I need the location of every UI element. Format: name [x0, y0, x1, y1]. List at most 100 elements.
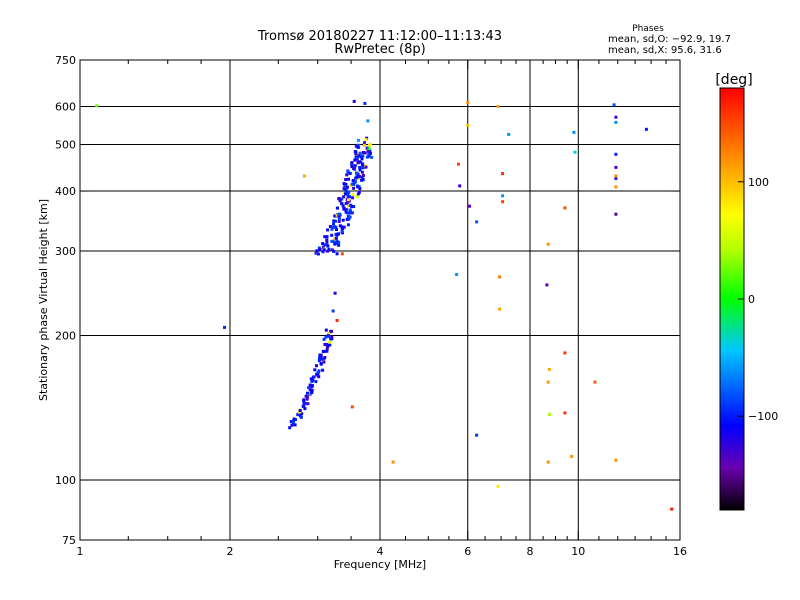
echo-point	[293, 423, 297, 427]
echo-point	[346, 200, 350, 204]
echo-point	[366, 149, 370, 153]
echo-point	[292, 417, 296, 421]
echo-point	[340, 226, 344, 230]
echo-point	[317, 369, 321, 373]
echo-point	[338, 212, 341, 216]
echo-point	[333, 214, 337, 218]
y-axis-tick-labels: 75 100 200 300 400 500 600 750	[55, 54, 76, 547]
echo-point	[644, 127, 648, 131]
echo-point	[336, 206, 339, 210]
echo-point	[325, 347, 329, 351]
echo-point	[360, 175, 364, 179]
echo-point	[563, 411, 567, 415]
echo-point	[546, 460, 550, 464]
echo-point	[308, 388, 312, 391]
echo-point	[345, 211, 349, 215]
echo-point	[327, 247, 331, 251]
echo-point	[354, 155, 358, 159]
echo-point	[348, 195, 351, 199]
echo-point	[341, 218, 345, 222]
grid-lines	[80, 60, 680, 540]
echo-point	[346, 198, 350, 202]
echo-point	[570, 454, 574, 458]
echo-point	[322, 337, 326, 341]
echo-point	[361, 162, 365, 166]
echo-point	[545, 283, 549, 287]
echo-point	[329, 337, 333, 341]
y-tick-label: 600	[55, 101, 76, 114]
echo-point	[475, 433, 479, 437]
echo-point	[353, 150, 357, 154]
echo-point	[354, 180, 357, 184]
echo-point	[342, 225, 346, 229]
echo-point	[326, 228, 330, 232]
echo-point	[346, 204, 350, 208]
echo-point	[498, 275, 502, 279]
echo-point	[323, 243, 327, 247]
echo-point	[346, 169, 350, 173]
echo-point	[614, 176, 618, 180]
echo-point	[612, 103, 616, 107]
echo-point	[593, 380, 597, 384]
echo-point	[333, 242, 337, 246]
echo-point	[326, 334, 330, 337]
legend-x-mode-stats: mean, sd,X: 95.6, 31.6	[608, 45, 722, 56]
echo-points	[95, 99, 674, 511]
legend-title: Phases	[632, 24, 664, 34]
echo-point	[344, 208, 348, 212]
y-tick-label: 200	[55, 330, 76, 343]
echo-point	[288, 426, 292, 430]
echo-point	[342, 207, 346, 211]
echo-point	[344, 178, 348, 181]
echo-point	[328, 225, 332, 228]
echo-point	[572, 130, 576, 134]
echo-point	[368, 149, 372, 153]
echo-point	[323, 235, 327, 239]
echo-point	[315, 249, 319, 253]
echo-point	[369, 151, 372, 155]
echo-point	[337, 197, 341, 200]
echo-point	[355, 171, 359, 175]
echo-point	[335, 239, 339, 243]
echo-point	[320, 357, 323, 361]
echo-point	[361, 178, 365, 182]
echo-point	[547, 412, 551, 416]
y-tick-label: 100	[55, 474, 76, 487]
echo-point	[347, 215, 351, 219]
x-tick-label: 8	[527, 545, 534, 558]
echo-point	[308, 383, 312, 387]
echo-point	[348, 208, 352, 212]
echo-point	[670, 507, 674, 511]
echo-point	[321, 349, 325, 353]
echo-point	[322, 245, 325, 249]
echo-point	[322, 360, 326, 364]
echo-point	[355, 195, 359, 199]
y-tick-label: 75	[62, 534, 76, 547]
echo-point	[347, 217, 351, 221]
echo-point	[316, 252, 320, 256]
echo-point	[614, 212, 618, 216]
echo-point	[325, 240, 329, 244]
echo-point	[345, 217, 349, 221]
echo-point	[311, 378, 315, 382]
echo-point	[346, 192, 350, 196]
echo-point	[351, 179, 355, 182]
echo-point	[321, 368, 325, 372]
echo-point	[614, 165, 618, 169]
echo-point	[319, 362, 323, 365]
echo-point	[345, 173, 349, 177]
echo-point	[325, 349, 329, 353]
legend-o-mode-stats: mean, sd,O: −92.9, 19.7	[608, 34, 731, 45]
echo-point	[347, 190, 351, 194]
echo-point	[344, 190, 348, 194]
echo-point	[304, 402, 308, 405]
x-axis-label: Frequency [MHz]	[334, 558, 426, 571]
y-axis-label: Stationary phase Virtual Height [km]	[37, 199, 50, 401]
echo-point	[334, 225, 338, 229]
echo-point	[325, 235, 329, 239]
echo-point	[326, 249, 329, 253]
echo-point	[305, 395, 309, 399]
echo-point	[352, 186, 356, 190]
x-tick-label: 2	[227, 545, 234, 558]
